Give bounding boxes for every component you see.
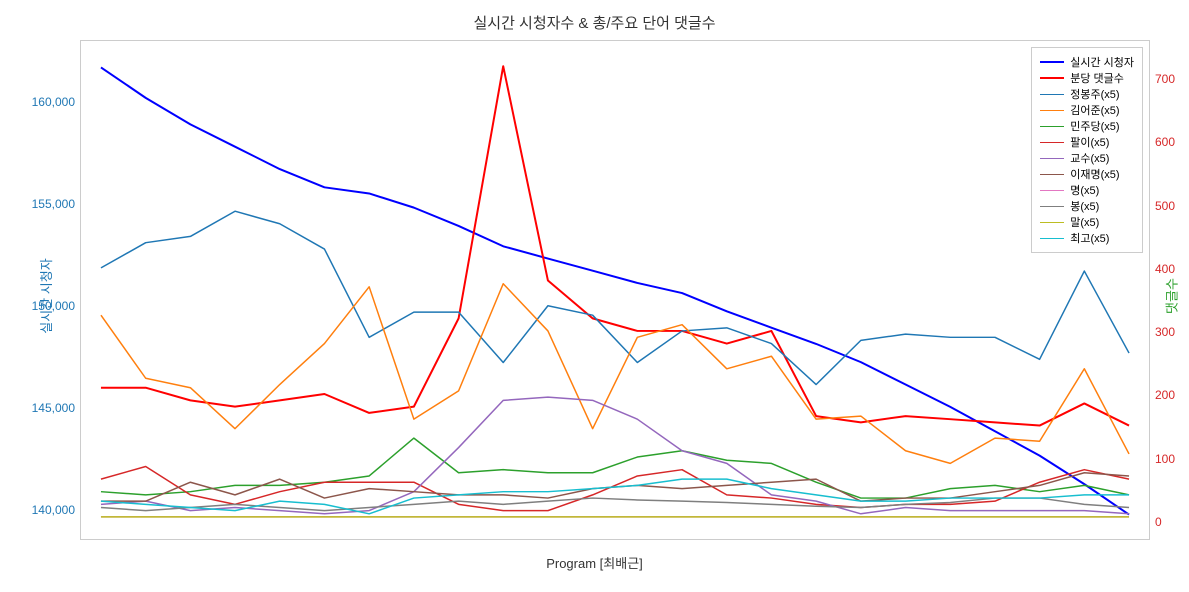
y-axis-left-label: 실시간 시청자: [36, 258, 55, 333]
legend-item: 민주당(x5): [1040, 118, 1134, 134]
legend-swatch: [1040, 238, 1064, 239]
legend-swatch: [1040, 190, 1064, 191]
ytick-right: 600: [1155, 135, 1175, 149]
ytick-right: 200: [1155, 388, 1175, 402]
series-comments_per_min: [101, 66, 1129, 425]
ytick-left: 140,000: [32, 503, 75, 517]
legend-item: 교수(x5): [1040, 150, 1134, 166]
legend-item: 팔이(x5): [1040, 134, 1134, 150]
legend-label: 최고(x5): [1070, 230, 1109, 246]
chart-container: 실시간 시청자수 & 총/주요 단어 댓글수 실시간 시청자 댓글수 실시간 시…: [0, 0, 1189, 592]
legend-swatch: [1040, 77, 1064, 79]
legend-box: 실시간 시청자분당 댓글수정봉주(x5)김어준(x5)민주당(x5)팔이(x5)…: [1031, 47, 1143, 253]
legend-swatch: [1040, 61, 1064, 63]
legend-swatch: [1040, 158, 1064, 159]
legend-label: 김어준(x5): [1070, 102, 1119, 118]
legend-item: 봉(x5): [1040, 198, 1134, 214]
series-professor: [101, 397, 1129, 514]
x-axis-label: Program [최배근]: [0, 553, 1189, 572]
ytick-right: 400: [1155, 262, 1175, 276]
series-kimeojoon: [101, 284, 1129, 464]
ytick-right: 0: [1155, 515, 1162, 529]
legend-swatch: [1040, 206, 1064, 207]
chart-title: 실시간 시청자수 & 총/주요 단어 댓글수: [0, 12, 1189, 33]
legend-swatch: [1040, 222, 1064, 223]
ytick-right: 500: [1155, 199, 1175, 213]
legend-item: 김어준(x5): [1040, 102, 1134, 118]
legend-label: 정봉주(x5): [1070, 86, 1119, 102]
legend-item: 명(x5): [1040, 182, 1134, 198]
legend-item: 정봉주(x5): [1040, 86, 1134, 102]
ytick-left: 155,000: [32, 197, 75, 211]
series-minjudang: [101, 438, 1129, 498]
series-viewers: [101, 67, 1129, 514]
legend-item: 말(x5): [1040, 214, 1134, 230]
legend-swatch: [1040, 126, 1064, 127]
legend-swatch: [1040, 94, 1064, 95]
legend-swatch: [1040, 174, 1064, 175]
ytick-left: 160,000: [32, 95, 75, 109]
legend-swatch: [1040, 110, 1064, 111]
legend-label: 봉(x5): [1070, 198, 1099, 214]
legend-label: 분당 댓글수: [1070, 70, 1124, 86]
legend-label: 이재명(x5): [1070, 166, 1119, 182]
ytick-right: 300: [1155, 325, 1175, 339]
legend-item: 분당 댓글수: [1040, 70, 1134, 86]
legend-label: 말(x5): [1070, 214, 1099, 230]
legend-label: 교수(x5): [1070, 150, 1109, 166]
legend-label: 명(x5): [1070, 182, 1099, 198]
ytick-left: 150,000: [32, 299, 75, 313]
legend-swatch: [1040, 142, 1064, 143]
plot-area: 실시간 시청자분당 댓글수정봉주(x5)김어준(x5)민주당(x5)팔이(x5)…: [80, 40, 1150, 540]
ytick-right: 100: [1155, 452, 1175, 466]
legend-label: 실시간 시청자: [1070, 54, 1134, 70]
legend-item: 최고(x5): [1040, 230, 1134, 246]
legend-item: 이재명(x5): [1040, 166, 1134, 182]
chart-svg: [81, 41, 1149, 539]
y-axis-right-label: 댓글수: [1162, 278, 1181, 314]
legend-label: 민주당(x5): [1070, 118, 1119, 134]
legend-label: 팔이(x5): [1070, 134, 1109, 150]
ytick-right: 700: [1155, 72, 1175, 86]
legend-item: 실시간 시청자: [1040, 54, 1134, 70]
ytick-left: 145,000: [32, 401, 75, 415]
series-jeongbongjoo: [101, 211, 1129, 384]
